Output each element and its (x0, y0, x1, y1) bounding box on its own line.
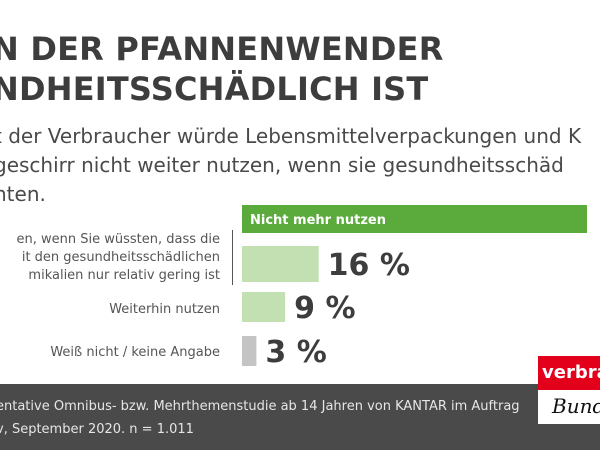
category-label-line: en, wenn Sie wüssten, dass die (16, 232, 220, 247)
category-label-line: mikalien nur relativ gering ist (28, 268, 220, 283)
category-label-reduced-usage: en, wenn Sie wüssten, dass die it den ge… (16, 231, 220, 285)
footer-line-1: entative Omnibus- bzw. Mehrthemenstudie … (0, 399, 520, 414)
category-label-continue-using: Weiterhin nutzen (109, 302, 220, 317)
category-bracket (229, 230, 233, 285)
logo-script: Bund (552, 394, 600, 418)
bar-inner-label: Nicht mehr nutzen (250, 213, 386, 228)
bar-4 (242, 336, 257, 366)
brand-logo: verbrauch Bund (538, 356, 600, 424)
title-line-2: NDHEITSSCHÄDLICH IST (0, 70, 429, 108)
subtitle-line-2: geschirr nicht weiter nutzen, wenn sie g… (0, 153, 564, 177)
category-label-no-answer: Weiß nicht / keine Angabe (50, 345, 220, 360)
value-label-4: 3 % (265, 335, 326, 370)
bar-chart: Nicht mehr nutzen 16 % 9 % 3 % (242, 205, 587, 370)
subtitle-line-1: t der Verbraucher würde Lebensmittelverp… (0, 124, 582, 148)
bar-1 (242, 205, 587, 233)
value-label-2: 16 % (328, 248, 410, 283)
bar-2 (242, 246, 319, 282)
subtitle-line-3: nten. (0, 182, 46, 206)
bar-3 (242, 292, 286, 322)
value-label-3: 9 % (294, 291, 355, 326)
logo-red-band: verbrauch (538, 356, 600, 390)
footer-line-2: v, September 2020. n = 1.011 (0, 422, 194, 437)
category-label-line: it den gesundheitsschädlichen (21, 250, 220, 265)
footer-source: entative Omnibus- bzw. Mehrthemenstudie … (0, 384, 600, 450)
logo-word: verbrauch (542, 362, 600, 383)
title-line-1: N DER PFANNENWENDER (0, 30, 444, 68)
